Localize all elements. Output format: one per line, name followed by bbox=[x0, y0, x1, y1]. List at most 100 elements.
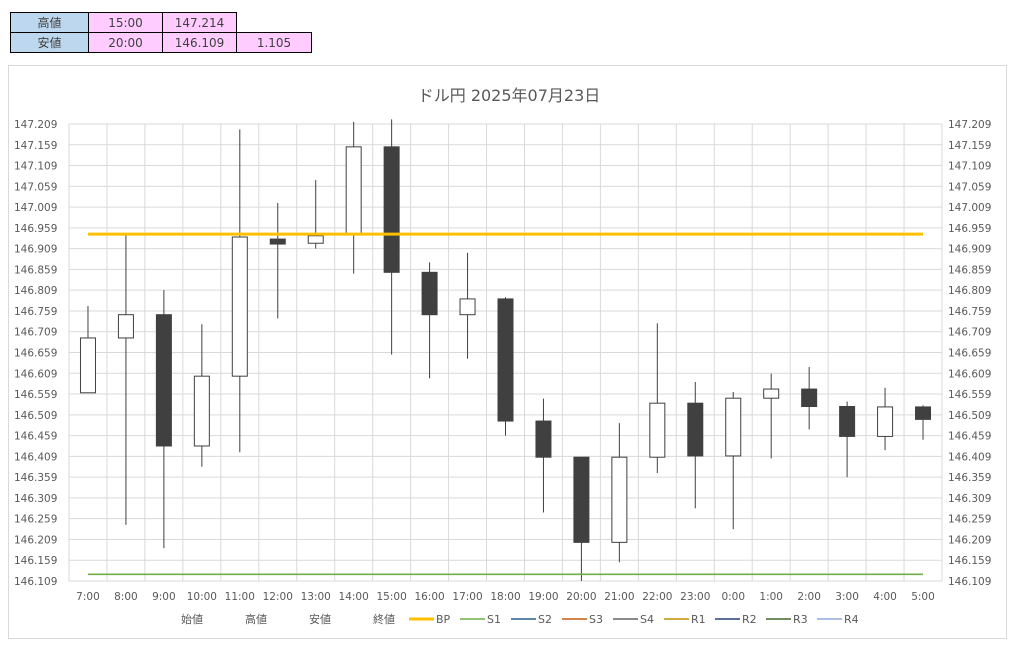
candle bbox=[231, 129, 248, 453]
candle-body bbox=[763, 388, 780, 399]
legend-label: 終値 bbox=[373, 612, 395, 626]
y-tick-right: 146.559 bbox=[948, 389, 991, 401]
candle bbox=[573, 456, 590, 581]
x-tick-label: 21:00 bbox=[604, 591, 634, 603]
candle-body bbox=[193, 375, 210, 447]
y-tick-right: 147.159 bbox=[948, 140, 991, 152]
y-tick-left: 146.259 bbox=[14, 514, 57, 526]
y-axis-right: 146.109 146.159 146.209 146.259 146.309 146.3… bbox=[948, 119, 991, 588]
candle bbox=[155, 290, 172, 549]
candle bbox=[421, 262, 438, 379]
y-tick-left: 146.859 bbox=[14, 264, 57, 276]
legend-entry-label: S2 bbox=[538, 613, 552, 626]
candle-body bbox=[839, 406, 856, 437]
candle bbox=[801, 367, 818, 430]
candle-body bbox=[307, 235, 324, 244]
y-tick-right: 146.309 bbox=[948, 493, 991, 505]
legend-entry-label: BP bbox=[436, 613, 451, 626]
summary-table: 高値 15:00 147.214 安値 20:00 146.109 1.105 bbox=[10, 12, 312, 53]
y-tick-left: 146.809 bbox=[14, 285, 57, 297]
y-tick-right: 147.009 bbox=[948, 202, 991, 214]
y-tick-left: 146.909 bbox=[14, 244, 57, 256]
y-tick-right: 146.109 bbox=[948, 576, 991, 588]
y-tick-right: 146.359 bbox=[948, 472, 991, 484]
candle bbox=[915, 405, 932, 440]
legend-label: 始値 bbox=[181, 612, 203, 626]
legend-label: 安値 bbox=[309, 612, 331, 626]
low-row: 安値 20:00 146.109 1.105 bbox=[10, 32, 312, 53]
candles bbox=[79, 119, 932, 581]
high-value: 147.214 bbox=[162, 12, 237, 33]
y-tick-left: 146.559 bbox=[14, 389, 57, 401]
candle-body bbox=[649, 402, 666, 458]
legend-label: 高値 bbox=[245, 612, 267, 626]
y-tick-left: 146.309 bbox=[14, 493, 57, 505]
candle-body bbox=[231, 236, 248, 377]
candle-body bbox=[117, 314, 134, 339]
x-tick-label: 19:00 bbox=[528, 591, 558, 603]
candle bbox=[839, 401, 856, 478]
candle-body bbox=[535, 420, 552, 458]
y-tick-left: 147.059 bbox=[14, 181, 57, 193]
chart-title: ドル円 2025年07月23日 bbox=[418, 86, 601, 105]
legend-entry-label: S4 bbox=[640, 613, 654, 626]
y-tick-left: 146.109 bbox=[14, 576, 57, 588]
legend: 始値 高値 安値 終値 BP S1 S2 S3 S4 R1 R2 R3 R4 bbox=[181, 612, 859, 626]
y-axis-left: 146.109 146.159 146.209 146.259 146.309 146.3… bbox=[14, 119, 57, 588]
legend-entry-label: R4 bbox=[844, 613, 859, 626]
y-tick-right: 146.959 bbox=[948, 223, 991, 235]
x-tick-label: 22:00 bbox=[642, 591, 672, 603]
candle-body bbox=[79, 337, 96, 394]
y-tick-right: 146.659 bbox=[948, 348, 991, 360]
y-tick-right: 146.509 bbox=[948, 410, 991, 422]
y-tick-right: 146.209 bbox=[948, 534, 991, 546]
x-tick-label: 1:00 bbox=[759, 591, 783, 603]
candle-body bbox=[877, 406, 894, 437]
candle bbox=[649, 323, 666, 473]
x-tick-label: 14:00 bbox=[339, 591, 369, 603]
candle bbox=[687, 381, 704, 509]
y-tick-left: 146.709 bbox=[14, 327, 57, 339]
y-tick-right: 146.759 bbox=[948, 306, 991, 318]
legend-entry-label: R3 bbox=[793, 613, 808, 626]
y-tick-right: 146.859 bbox=[948, 264, 991, 276]
y-tick-left: 146.459 bbox=[14, 431, 57, 443]
x-tick-label: 5:00 bbox=[911, 591, 935, 603]
x-tick-label: 23:00 bbox=[680, 591, 710, 603]
x-tick-label: 17:00 bbox=[452, 591, 482, 603]
y-tick-right: 146.259 bbox=[948, 514, 991, 526]
candle-body bbox=[497, 298, 514, 422]
candle-body bbox=[725, 397, 742, 457]
candle-body bbox=[915, 406, 932, 420]
candle bbox=[459, 252, 476, 359]
y-tick-left: 147.009 bbox=[14, 202, 57, 214]
x-tick-label: 13:00 bbox=[301, 591, 331, 603]
x-tick-label: 16:00 bbox=[414, 591, 444, 603]
legend-entry-label: S1 bbox=[487, 613, 501, 626]
candle bbox=[117, 234, 134, 525]
candlestick-chart: ドル円 2025年07月23日 146.109146.159146.209146… bbox=[14, 86, 991, 626]
candle bbox=[383, 119, 400, 355]
y-tick-left: 147.109 bbox=[14, 161, 57, 173]
y-tick-left: 147.159 bbox=[14, 140, 57, 152]
x-tick-label: 3:00 bbox=[835, 591, 859, 603]
x-tick-label: 11:00 bbox=[225, 591, 255, 603]
legend-entry-label: R2 bbox=[742, 613, 757, 626]
x-tick-label: 15:00 bbox=[376, 591, 406, 603]
candle-body bbox=[345, 146, 362, 235]
candle-body bbox=[269, 238, 286, 245]
legend-entry-label: R1 bbox=[691, 613, 706, 626]
candle bbox=[725, 391, 742, 530]
candle bbox=[497, 297, 514, 436]
candle-body bbox=[573, 456, 590, 543]
candle bbox=[345, 121, 362, 274]
x-tick-label: 9:00 bbox=[152, 591, 176, 603]
reference-lines bbox=[87, 232, 924, 576]
y-tick-right: 146.409 bbox=[948, 451, 991, 463]
candle bbox=[877, 387, 894, 451]
x-tick-label: 20:00 bbox=[566, 591, 596, 603]
candle bbox=[193, 324, 210, 467]
candle bbox=[763, 373, 780, 459]
y-tick-right: 146.609 bbox=[948, 368, 991, 380]
x-tick-label: 18:00 bbox=[490, 591, 520, 603]
